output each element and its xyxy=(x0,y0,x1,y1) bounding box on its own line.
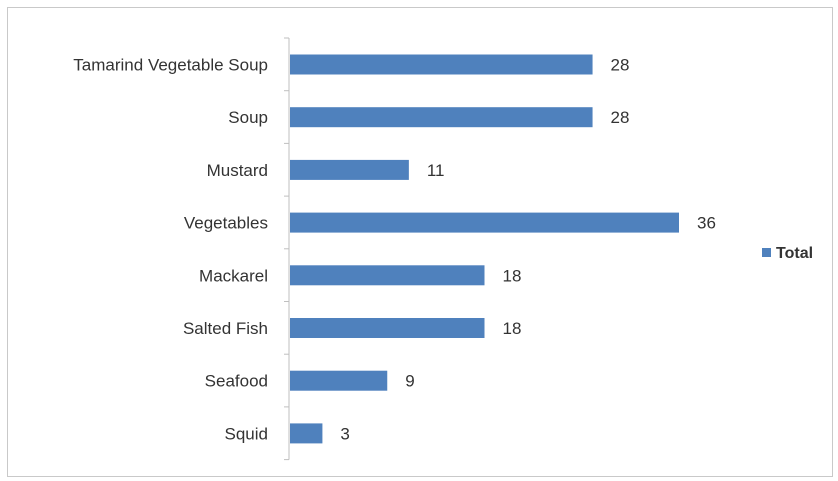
data-label: 3 xyxy=(340,424,349,443)
bar-vegetables xyxy=(290,212,679,233)
category-label: Squid xyxy=(225,424,268,443)
category-label: Tamarind Vegetable Soup xyxy=(73,56,268,75)
legend: Total xyxy=(762,245,813,262)
data-label: 36 xyxy=(697,214,716,233)
data-label: 18 xyxy=(503,266,522,285)
data-label: 28 xyxy=(611,56,630,75)
bar-mackarel xyxy=(290,265,485,286)
bar-mustard xyxy=(290,159,409,180)
data-label: 9 xyxy=(405,372,414,391)
category-label: Salted Fish xyxy=(183,319,268,338)
bar-seafood xyxy=(290,370,388,391)
category-label: Seafood xyxy=(205,372,268,391)
bars-layer xyxy=(290,54,679,444)
legend-label-total: Total xyxy=(776,245,813,262)
bar-squid xyxy=(290,423,323,444)
legend-swatch-total xyxy=(762,248,771,257)
category-label: Soup xyxy=(228,108,268,127)
category-label: Vegetables xyxy=(184,214,268,233)
bar-tamarind-vegetable-soup xyxy=(290,54,593,75)
axis-layer xyxy=(284,37,290,461)
data-label: 11 xyxy=(427,161,445,180)
category-label: Mackarel xyxy=(199,266,268,285)
bar-soup xyxy=(290,107,593,128)
data-label: 18 xyxy=(503,319,522,338)
bar-salted-fish xyxy=(290,318,485,338)
chart-frame xyxy=(7,7,833,477)
category-label: Mustard xyxy=(207,161,268,180)
labels-layer: Tamarind Vegetable Soup 28 Soup 28 Mustard 11… xyxy=(73,56,716,444)
data-label: 28 xyxy=(611,108,630,127)
